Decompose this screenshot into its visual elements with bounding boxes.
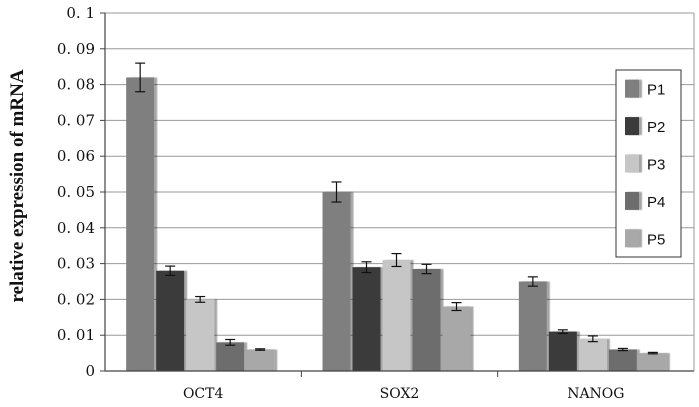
y-axis-ticks: 0 0. 01 0. 02 0. 03 0. 04 0. 05 0. 06 0. 07 0. 0… <box>57 4 105 380</box>
bar <box>638 353 667 371</box>
bar <box>126 77 155 371</box>
legend-label: P2 <box>647 119 665 136</box>
legend-label: P1 <box>647 82 665 99</box>
y-tick-label: 0. 03 <box>57 255 95 273</box>
y-tick-label: 0. 09 <box>57 40 95 58</box>
x-tick-label: SOX2 <box>380 386 420 402</box>
legend-swatch <box>625 191 639 210</box>
legend-label: P5 <box>647 231 665 248</box>
y-tick-label: 0. 05 <box>57 183 95 201</box>
y-tick-label: 0. 06 <box>57 147 95 165</box>
legend-swatch <box>625 79 639 98</box>
y-tick-label: 0 <box>85 362 95 380</box>
bar <box>382 260 411 371</box>
bars <box>126 77 667 371</box>
bar <box>548 331 577 371</box>
y-tick-label: 0. 04 <box>57 219 95 237</box>
bar <box>442 306 471 371</box>
legend-swatch <box>625 117 639 136</box>
x-axis-ticks: OCT4 SOX2 NANOG <box>183 386 625 402</box>
y-tick-label: 0. 08 <box>57 76 95 94</box>
bar <box>186 299 215 371</box>
bar <box>578 338 607 371</box>
y-tick-label: 0. 1 <box>66 4 95 22</box>
bar <box>246 349 275 371</box>
y-tick-label: 0. 01 <box>57 326 95 344</box>
bar <box>518 281 547 371</box>
error-bars <box>135 62 658 355</box>
legend-swatch <box>625 154 639 173</box>
legend-label: P3 <box>647 157 665 174</box>
bar <box>352 267 381 371</box>
legend: P1 P2 P3 P4 P5 <box>615 69 682 258</box>
bar <box>322 192 351 371</box>
legend-swatch <box>625 229 639 248</box>
axes <box>104 13 695 377</box>
y-axis-label: relative expression of mRNA <box>7 69 28 302</box>
x-tick-label: OCT4 <box>183 386 224 402</box>
y-tick-label: 0. 02 <box>57 290 95 308</box>
bar <box>216 342 245 371</box>
bar <box>608 349 637 371</box>
bar <box>412 268 441 371</box>
y-tick-label: 0. 07 <box>57 111 95 129</box>
legend-label: P4 <box>647 194 665 211</box>
bar <box>156 270 185 371</box>
x-tick-label: NANOG <box>567 386 624 402</box>
